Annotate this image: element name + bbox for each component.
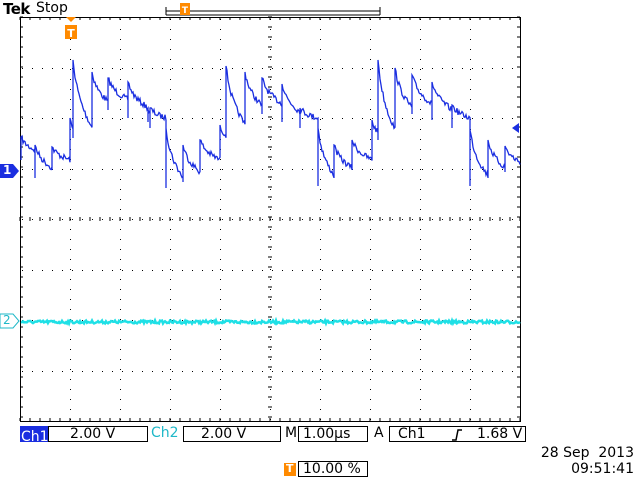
record-bar bbox=[165, 7, 381, 16]
ch2-scale-box[interactable]: 2.00 V bbox=[183, 426, 281, 442]
graticule bbox=[19, 16, 521, 421]
ch2-marker-label: 2 bbox=[3, 313, 11, 327]
trigger-position-marker-label: T bbox=[286, 462, 294, 475]
ch2-trace bbox=[20, 316, 521, 327]
ch1-ground-marker bbox=[0, 164, 19, 178]
svg-text:T: T bbox=[67, 27, 75, 40]
ch2-ground-marker bbox=[0, 313, 20, 329]
svg-text:T: T bbox=[182, 6, 189, 16]
trigger-level: 1.68 V bbox=[477, 426, 523, 442]
trigger-level-icon bbox=[512, 123, 519, 133]
acquisition-status: Stop bbox=[36, 0, 68, 16]
trigger-position-marker: T bbox=[284, 462, 296, 476]
ch1-readout-label[interactable]: Ch1 bbox=[20, 426, 49, 445]
ch1-label: Ch1 bbox=[21, 429, 49, 445]
brand-label: Tek bbox=[3, 0, 30, 18]
ch2-scale: 2.00 V bbox=[201, 426, 247, 442]
trigger-box[interactable]: Ch1 1.68 V bbox=[389, 426, 526, 442]
ch1-marker-label: 1 bbox=[3, 163, 12, 177]
ch1-scale-box[interactable]: 2.00 V bbox=[48, 426, 148, 442]
ch1-scale: 2.00 V bbox=[70, 426, 116, 442]
rising-edge-icon bbox=[452, 429, 462, 441]
date-readout: 28 Sep 2013 bbox=[540, 445, 634, 461]
trigger-position-icon: T bbox=[65, 17, 77, 40]
trigger-mode: A bbox=[374, 425, 384, 441]
timebase-value: 1.00µs bbox=[303, 426, 351, 442]
timebase-label: M bbox=[285, 425, 298, 441]
record-trigger-icon: T bbox=[180, 3, 190, 16]
time-readout: 09:51:41 bbox=[571, 461, 634, 477]
trigger-position-value: 10.00 % bbox=[303, 461, 361, 477]
ch2-label[interactable]: Ch2 bbox=[151, 425, 179, 441]
trigger-source: Ch1 bbox=[398, 426, 426, 442]
timebase-box[interactable]: 1.00µs bbox=[298, 426, 368, 442]
ch1-trace bbox=[20, 59, 521, 188]
trigger-position-box[interactable]: 10.00 % bbox=[298, 461, 368, 477]
